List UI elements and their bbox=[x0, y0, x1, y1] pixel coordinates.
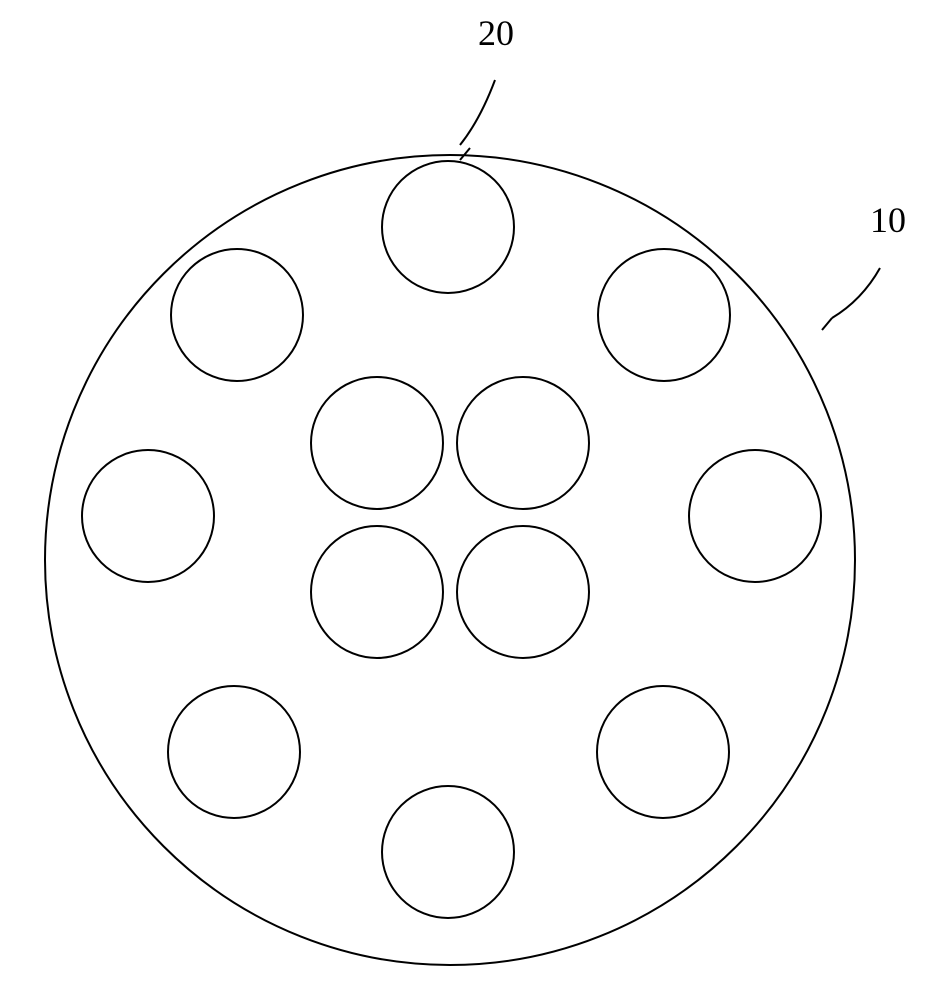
inner-circle-9 bbox=[168, 686, 300, 818]
inner-circle-10 bbox=[597, 686, 729, 818]
label-20-leader bbox=[460, 80, 495, 145]
inner-circle-6 bbox=[689, 450, 821, 582]
diagram-svg: 2010 bbox=[0, 0, 948, 1000]
diagram-container: 2010 bbox=[0, 0, 948, 1000]
inner-circle-3 bbox=[311, 377, 443, 509]
inner-circle-8 bbox=[457, 526, 589, 658]
label-20-leader-tail bbox=[460, 148, 470, 160]
label-10-leader bbox=[832, 268, 880, 318]
label-20: 20 bbox=[478, 13, 514, 53]
inner-circle-1 bbox=[171, 249, 303, 381]
outer-circle bbox=[45, 155, 855, 965]
inner-circle-4 bbox=[457, 377, 589, 509]
inner-circle-0 bbox=[382, 161, 514, 293]
inner-circle-11 bbox=[382, 786, 514, 918]
label-10-leader-tail bbox=[822, 318, 832, 330]
label-10: 10 bbox=[870, 200, 906, 240]
inner-circle-7 bbox=[311, 526, 443, 658]
inner-circle-2 bbox=[598, 249, 730, 381]
inner-circle-5 bbox=[82, 450, 214, 582]
